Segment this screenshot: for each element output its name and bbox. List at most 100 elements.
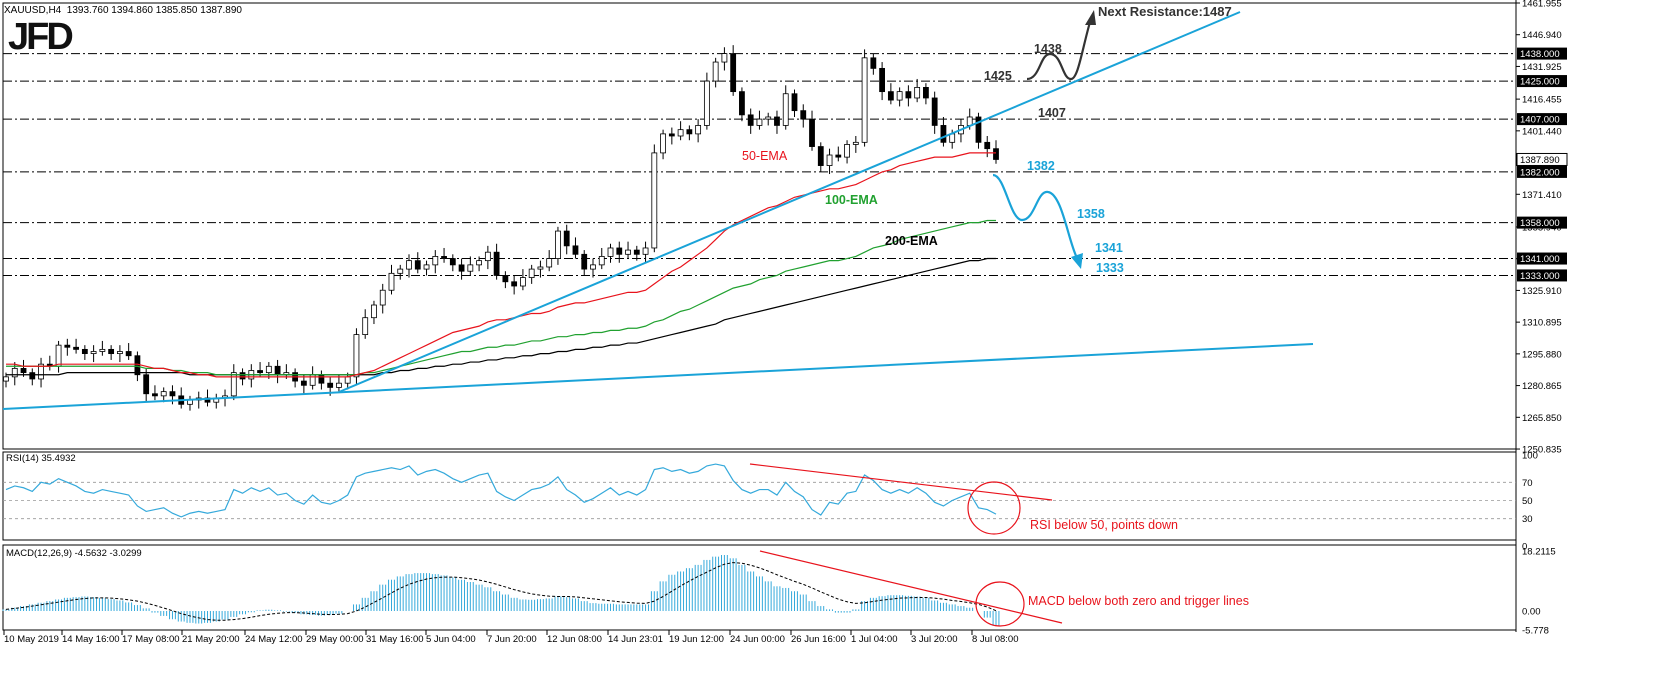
candle-body: [765, 116, 772, 120]
rsi-line: [5, 463, 997, 518]
rsi-highlight-circle: [967, 481, 1021, 535]
candle-body: [134, 355, 141, 376]
price-tick-label: 1295.880: [1522, 349, 1562, 360]
rsi-divergence-line: [749, 463, 1053, 501]
candle-body: [703, 80, 710, 126]
candle-body: [169, 391, 176, 397]
candle-body: [336, 382, 342, 388]
candle-body: [502, 275, 509, 283]
candle-body: [817, 146, 824, 166]
macd-tick-label: 0.00: [1522, 607, 1541, 618]
level-price-label: 1407.000: [1520, 115, 1560, 126]
candle-body: [327, 382, 334, 388]
price-tick-label: 1265.850: [1522, 413, 1562, 424]
candle-body: [651, 152, 658, 249]
candle-body: [730, 53, 737, 93]
candle-body: [633, 249, 640, 255]
level-price-box: [1517, 216, 1567, 229]
candle-body: [362, 317, 369, 335]
candle-body: [3, 376, 9, 382]
ema50-label: 50-EMA: [742, 149, 788, 163]
candle-body: [20, 367, 27, 374]
candle-body: [537, 266, 544, 270]
candle-body: [432, 256, 439, 266]
price-tick-label: 1250.835: [1522, 445, 1562, 456]
rsi-title: RSI(14) 35.4932: [6, 453, 76, 464]
x-tick-label: 10 May 2019: [4, 634, 59, 645]
candle-body: [677, 129, 684, 137]
candle-body: [546, 258, 553, 268]
candle-body: [695, 125, 702, 135]
candle-body: [108, 348, 115, 355]
candle-body: [406, 260, 412, 270]
next-resistance-label: Next Resistance:1487: [1098, 4, 1232, 19]
x-tick-label: 14 May 16:00: [62, 634, 120, 645]
candle-body: [116, 351, 123, 355]
price-tick-label: 1461.955: [1522, 0, 1562, 9]
candle-body: [966, 116, 973, 126]
candle-body: [239, 372, 246, 380]
rsi-tick-label: 100: [1522, 451, 1538, 462]
candle-body: [90, 351, 97, 355]
price-tick-label: 1416.455: [1522, 95, 1562, 106]
support-projection-path: [992, 173, 1078, 259]
candle-body: [993, 148, 999, 160]
candle-body: [940, 125, 947, 143]
candle-body: [625, 249, 631, 255]
level-price-label: 1382.000: [1520, 167, 1560, 178]
candle-body: [152, 393, 158, 397]
candle-body: [642, 247, 649, 255]
candle-body: [520, 277, 526, 287]
candle-body: [739, 91, 745, 116]
candle-body: [581, 253, 588, 270]
level-1407-label: 1407: [1038, 106, 1066, 120]
candle-body: [371, 304, 377, 319]
resistance-projection-path: [1026, 21, 1092, 81]
candle-body: [300, 380, 307, 386]
ema200-line: [6, 257, 996, 376]
macd-tick-label: -5.778: [1522, 626, 1549, 637]
macd-divergence-line: [759, 550, 1063, 624]
candle-body: [975, 116, 982, 143]
candle-body: [11, 367, 18, 378]
candle-body: [257, 370, 263, 374]
logo-text: JFD: [8, 16, 74, 58]
candle-body: [747, 114, 754, 126]
candle-body: [905, 91, 912, 99]
candle-body: [800, 110, 807, 120]
candle-body: [861, 57, 868, 143]
candle-body: [721, 53, 728, 63]
level-price-box: [1517, 75, 1567, 88]
ema50-line: [6, 152, 996, 378]
support-arrow-head: [1071, 253, 1083, 269]
candle-body: [55, 344, 62, 367]
price-tick-label: 1325.910: [1522, 286, 1562, 297]
level-price-label: 1358.000: [1520, 218, 1560, 229]
x-tick-label: 21 May 20:00: [182, 634, 240, 645]
symbol-info: XAUUSD,H4 1393.760 1394.860 1385.850 138…: [4, 5, 242, 16]
logo: JFD: [8, 18, 88, 56]
resistance-arrow-head: [1085, 10, 1096, 25]
current-price-box: [1516, 152, 1568, 166]
panel-frame-1: [2, 2, 1517, 450]
candle-body: [143, 374, 150, 395]
candle-body: [607, 247, 614, 257]
candle-body: [160, 391, 167, 397]
candle-body: [616, 247, 623, 255]
candle-body: [572, 245, 579, 255]
candle-body: [563, 230, 570, 247]
rsi-tick-label: 30: [1522, 514, 1533, 525]
candle-body: [81, 348, 88, 355]
candle-body: [484, 251, 491, 262]
x-tick-label: 1 Jul 04:00: [851, 634, 897, 645]
x-tick-label: 26 Jun 16:00: [791, 634, 846, 645]
level-1341-label: 1341: [1095, 241, 1123, 255]
price-tick-label: 1371.410: [1522, 190, 1562, 201]
x-tick-label: 31 May 16:00: [366, 634, 424, 645]
candle-body: [879, 67, 886, 93]
candle-body: [791, 93, 798, 112]
x-tick-label: 24 Jun 00:00: [730, 634, 785, 645]
price-tick-label: 1446.940: [1522, 30, 1562, 41]
candle-body: [125, 351, 132, 357]
